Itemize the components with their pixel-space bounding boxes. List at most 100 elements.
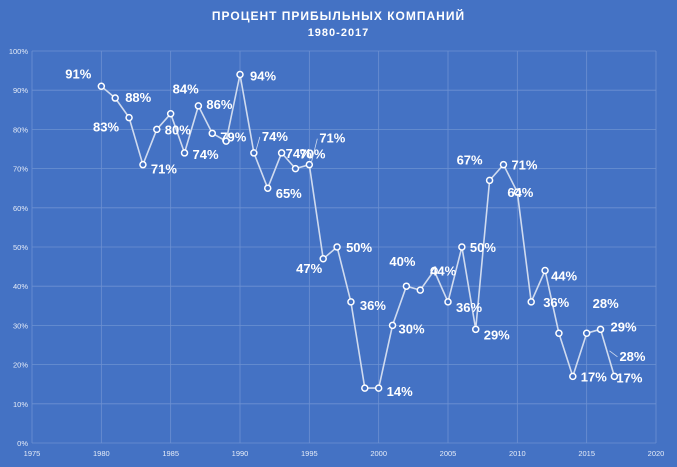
data-point xyxy=(485,176,494,185)
x-tick-label: 2005 xyxy=(440,449,457,458)
data-point xyxy=(471,325,480,334)
data-point xyxy=(416,286,425,294)
y-tick-label: 90% xyxy=(13,86,28,95)
data-label: 36% xyxy=(456,300,482,315)
data-label: 74% xyxy=(193,147,219,162)
leader-line xyxy=(255,136,261,152)
data-label: 29% xyxy=(611,319,637,334)
data-label: 36% xyxy=(543,295,569,310)
data-point xyxy=(458,243,466,251)
data-point xyxy=(402,282,411,290)
data-point xyxy=(222,137,230,145)
data-point xyxy=(499,160,508,169)
data-point xyxy=(291,164,300,173)
data-point xyxy=(610,372,619,381)
data-point xyxy=(527,298,535,306)
x-tick-label: 1980 xyxy=(93,449,110,458)
data-label: 94% xyxy=(250,69,276,84)
x-tick-label: 2010 xyxy=(509,449,526,458)
data-point xyxy=(153,125,161,134)
data-label: 84% xyxy=(173,82,199,97)
data-point xyxy=(277,149,286,157)
data-point xyxy=(555,329,563,337)
data-point xyxy=(333,243,341,251)
data-label: 17% xyxy=(581,369,607,384)
x-tick-label: 1985 xyxy=(162,449,179,458)
data-label: 74% xyxy=(262,129,288,144)
y-tick-label: 80% xyxy=(13,125,28,134)
series-line xyxy=(100,73,616,389)
data-label: 17% xyxy=(616,370,642,385)
data-point xyxy=(388,321,397,330)
x-tick-label: 1990 xyxy=(232,449,249,458)
data-label: 29% xyxy=(484,327,510,342)
y-tick-label: 30% xyxy=(13,321,28,330)
x-tick-label: 1995 xyxy=(301,449,318,458)
data-label: 40% xyxy=(389,254,415,269)
data-point xyxy=(347,298,355,306)
chart-subtitle: 1980-2017 xyxy=(307,27,370,39)
data-point xyxy=(236,70,244,79)
data-label: 74% xyxy=(286,146,312,161)
data-point xyxy=(374,384,383,392)
data-label: 71% xyxy=(151,162,177,177)
data-label: 36% xyxy=(360,298,386,313)
data-label: 28% xyxy=(619,349,645,364)
data-label: 71% xyxy=(319,131,345,146)
data-label: 50% xyxy=(346,240,372,255)
y-tick-label: 10% xyxy=(13,400,28,409)
data-label: 64% xyxy=(507,185,533,200)
data-label: 70% xyxy=(299,147,325,162)
x-tick-label: 2000 xyxy=(370,449,387,458)
data-point xyxy=(361,384,369,392)
data-point xyxy=(180,149,189,157)
data-point xyxy=(139,160,147,169)
x-tick-label: 1975 xyxy=(24,449,41,458)
data-label: 28% xyxy=(593,296,619,311)
data-point xyxy=(319,255,327,263)
data-label: 83% xyxy=(93,120,119,135)
data-label: 86% xyxy=(206,97,232,112)
data-point xyxy=(263,184,272,192)
data-label: 67% xyxy=(457,152,483,167)
data-point xyxy=(194,102,203,110)
data-label: 30% xyxy=(399,321,425,336)
leader-line xyxy=(310,138,318,163)
data-point xyxy=(444,298,452,306)
data-label: 91% xyxy=(65,66,91,81)
data-label: 79% xyxy=(220,129,246,144)
x-tick-label: 2015 xyxy=(578,449,595,458)
y-tick-label: 60% xyxy=(13,204,28,213)
data-label: 14% xyxy=(387,384,413,399)
y-tick-label: 0% xyxy=(17,439,28,448)
data-label: 44% xyxy=(551,269,577,284)
data-point xyxy=(569,372,577,381)
data-point xyxy=(111,94,119,102)
data-point xyxy=(513,188,522,196)
y-tick-label: 70% xyxy=(13,165,28,174)
data-label: 44% xyxy=(430,264,456,279)
data-label: 65% xyxy=(276,186,302,201)
data-label: 47% xyxy=(296,261,322,276)
data-point xyxy=(541,266,549,275)
chart-title: ПРОЦЕНТ ПРИБЫЛЬНЫХ КОМПАНИЙ xyxy=(211,9,466,23)
data-point xyxy=(596,325,605,334)
y-tick-label: 40% xyxy=(13,282,28,291)
data-label: 50% xyxy=(470,240,496,255)
data-label: 71% xyxy=(511,158,537,173)
leader-line xyxy=(609,350,618,358)
data-point xyxy=(125,113,133,122)
data-point xyxy=(305,160,314,169)
y-tick-label: 50% xyxy=(13,243,28,252)
data-point xyxy=(430,266,438,275)
data-label: 80% xyxy=(165,122,191,137)
x-tick-label: 2020 xyxy=(648,449,665,458)
data-point xyxy=(208,129,217,138)
data-point xyxy=(97,82,106,91)
data-point xyxy=(166,109,175,118)
data-point xyxy=(250,149,258,157)
y-tick-label: 100% xyxy=(9,47,29,56)
data-point xyxy=(582,329,591,337)
